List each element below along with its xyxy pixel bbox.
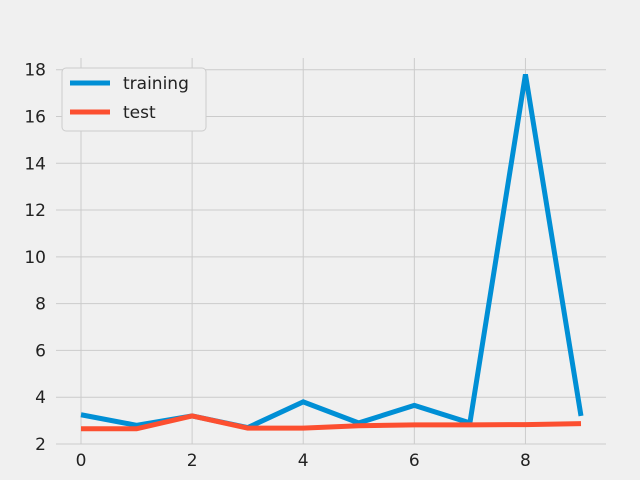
legend-label-training: training (123, 74, 189, 94)
y-tick-label: 16 (24, 107, 46, 127)
x-tick-label: 6 (409, 451, 420, 471)
series-line-test (81, 413, 582, 432)
y-tick-label: 4 (35, 388, 46, 408)
series-lines (80, 73, 584, 432)
legend-label-test: test (123, 103, 156, 123)
y-tick-label: 14 (24, 154, 46, 174)
y-tick-label: 10 (24, 248, 46, 268)
x-tick-label: 4 (298, 451, 309, 471)
y-tick-label: 12 (24, 201, 46, 221)
grid (56, 58, 606, 445)
x-tick-label: 2 (187, 451, 198, 471)
x-tick-label: 8 (520, 451, 531, 471)
y-tick-label: 8 (35, 295, 46, 315)
axis-ticks: 0 2 4 6 8 2 4 6 8 10 12 14 16 18 (24, 61, 530, 471)
y-tick-label: 6 (35, 341, 46, 361)
y-tick-label: 2 (35, 435, 46, 455)
legend: training test (61, 67, 207, 132)
y-tick-label: 18 (24, 61, 46, 81)
x-tick-label: 0 (76, 451, 87, 471)
